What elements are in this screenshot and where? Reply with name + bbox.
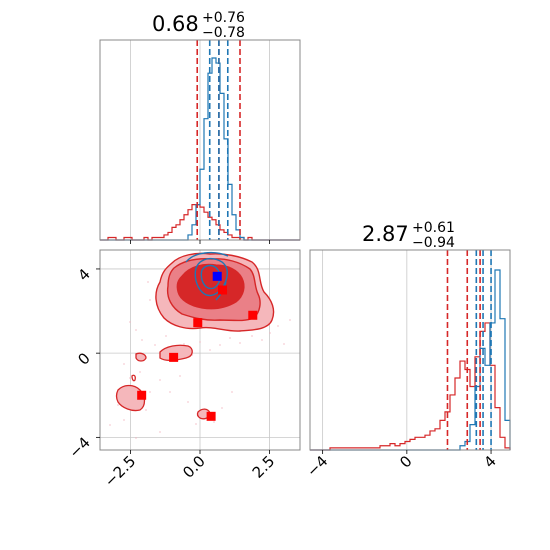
x-tick-label: 0.0 [179,452,209,482]
contour-fill-inner [176,263,245,310]
marker-red-square [218,285,227,295]
y-tick-label: −4 [65,433,93,461]
y-tick-label: 4 [74,265,93,284]
panel-2d-contours: −2.5 0.0 2.5 −4 0 4 [65,249,301,491]
marker-red-square [137,390,147,400]
title-param1-value: 0.68 [152,12,199,36]
marker-red-square [193,318,203,328]
x-tick-label-param2: 0 [396,452,415,471]
scatter-points [109,267,291,439]
title-param2-plus: +0.61 [412,220,455,236]
panel-hist-param1 [99,39,301,244]
y-tick-label: 0 [74,349,93,368]
marker-red-square [169,352,179,362]
panel-hist-param2-frame [309,249,511,451]
panel-hist-param2: −4 0 4 [303,249,511,480]
contour-island-2 [135,352,147,362]
x-tick-label: −2.5 [101,452,139,490]
title-param1-plus: +0.76 [202,10,245,26]
x-tick-label-param2: −4 [303,452,331,480]
marker-blue-square [212,271,222,281]
marker-red-square [206,411,216,421]
title-param1-minus: −0.78 [202,25,245,41]
marker-red-square [248,310,258,320]
x-tick-label: 2.5 [249,452,279,482]
title-param1: 0.68 +0.76 −0.78 [152,10,245,41]
title-param2-value: 2.87 [362,222,409,246]
contour-island-4 [131,374,136,382]
x-tick-label-param2: 4 [480,452,499,471]
title-param2-minus: −0.94 [412,235,455,251]
title-param2: 2.87 +0.61 −0.94 [362,220,455,251]
histogram-red-param2 [310,322,511,451]
